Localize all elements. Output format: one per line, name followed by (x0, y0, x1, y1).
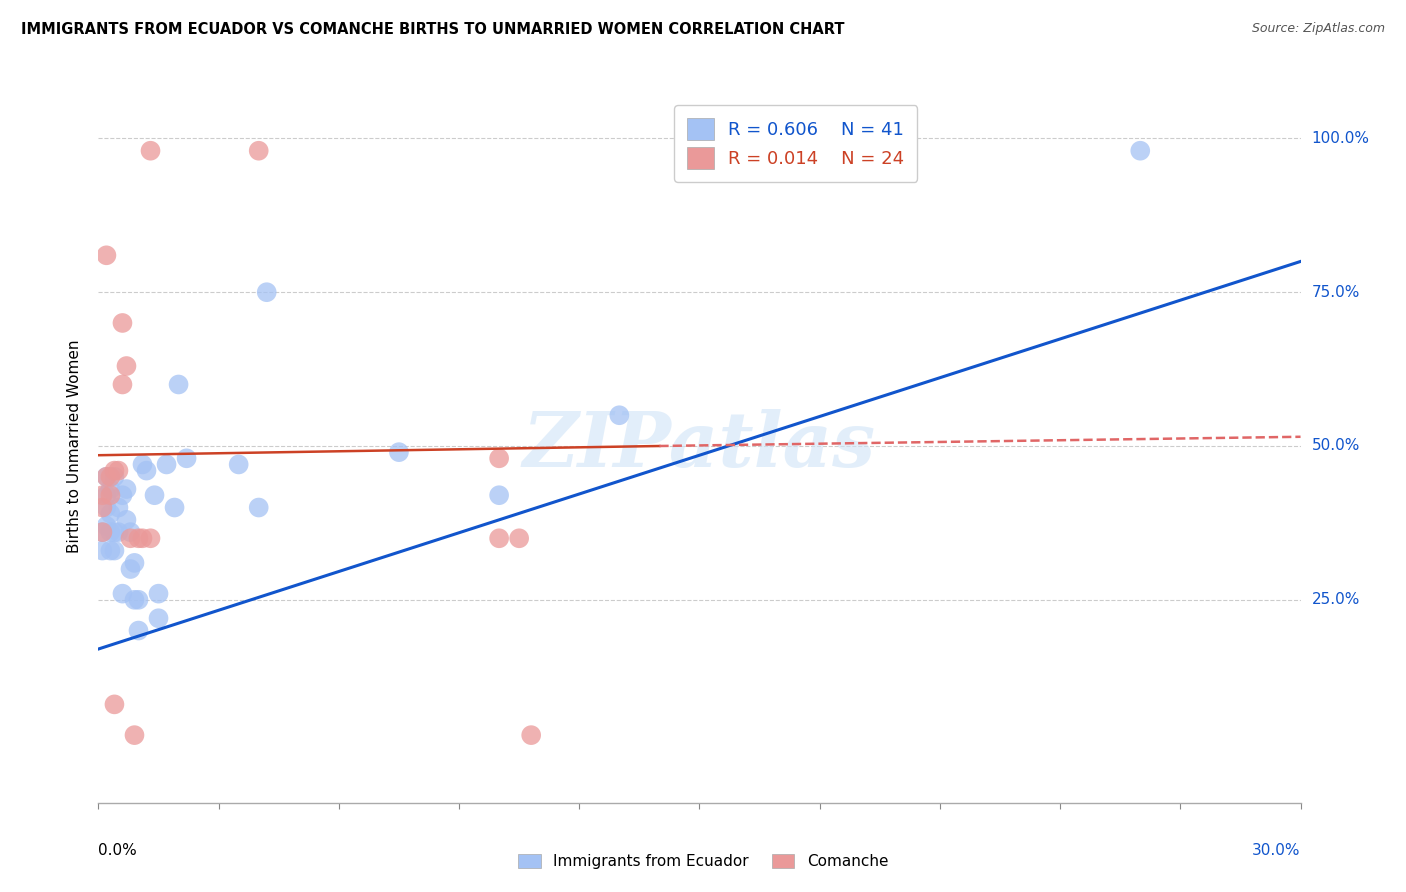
Point (128, 624, 150, 638)
Point (120, 562, 142, 576)
Point (148, 611, 170, 625)
Text: 0.0%: 0.0% (98, 843, 138, 858)
Point (488, 488, 510, 502)
Point (96, 488, 118, 502)
Point (96, 469, 118, 483)
Point (488, 451, 510, 466)
Text: Source: ZipAtlas.com: Source: ZipAtlas.com (1251, 22, 1385, 36)
Point (111, 488, 134, 502)
Point (96, 500, 118, 515)
Point (139, 144, 162, 158)
Point (155, 458, 177, 472)
Point (115, 513, 138, 527)
Point (107, 500, 129, 515)
Point (91, 500, 114, 515)
Point (143, 488, 166, 502)
Point (100, 525, 122, 540)
Point (388, 445, 411, 459)
Point (120, 525, 142, 540)
Point (163, 500, 186, 515)
Point (247, 144, 270, 158)
Point (120, 531, 142, 545)
Point (124, 728, 146, 742)
Point (91, 525, 114, 540)
Text: 75.0%: 75.0% (1312, 285, 1360, 300)
Point (103, 525, 125, 540)
Point (103, 543, 125, 558)
Legend: R = 0.606    N = 41, R = 0.014    N = 24: R = 0.606 N = 41, R = 0.014 N = 24 (675, 105, 917, 182)
Point (256, 285, 278, 300)
Text: ZIPatlas: ZIPatlas (523, 409, 876, 483)
Text: 100.0%: 100.0% (1312, 131, 1369, 146)
Point (228, 458, 250, 472)
Point (131, 458, 153, 472)
Point (111, 316, 134, 330)
Point (115, 359, 138, 373)
Point (107, 525, 129, 540)
Point (103, 469, 125, 483)
Point (124, 556, 146, 570)
Point (488, 531, 510, 545)
Point (100, 507, 122, 521)
Point (107, 464, 129, 478)
Legend: Immigrants from Ecuador, Comanche: Immigrants from Ecuador, Comanche (512, 848, 894, 875)
Point (91, 488, 114, 502)
Text: 50.0%: 50.0% (1312, 439, 1360, 453)
Point (139, 531, 162, 545)
Point (103, 698, 125, 712)
Point (167, 377, 190, 392)
Text: 30.0%: 30.0% (1253, 843, 1301, 858)
Point (520, 728, 543, 742)
Point (131, 531, 153, 545)
Text: 25.0%: 25.0% (1312, 592, 1360, 607)
Point (96, 519, 118, 533)
Point (100, 482, 122, 496)
Point (508, 531, 530, 545)
Point (91, 543, 114, 558)
Point (176, 451, 198, 466)
Y-axis label: Births to Unmarried Women: Births to Unmarried Women (67, 339, 83, 553)
Point (100, 469, 122, 483)
Point (91, 525, 114, 540)
Point (100, 488, 122, 502)
Point (148, 587, 170, 601)
Point (609, 409, 631, 423)
Point (1129, 144, 1152, 158)
Point (115, 482, 138, 496)
Point (111, 587, 134, 601)
Point (103, 464, 125, 478)
Text: IMMIGRANTS FROM ECUADOR VS COMANCHE BIRTHS TO UNMARRIED WOMEN CORRELATION CHART: IMMIGRANTS FROM ECUADOR VS COMANCHE BIRT… (21, 22, 845, 37)
Point (96, 469, 118, 483)
Point (128, 531, 150, 545)
Point (100, 543, 122, 558)
Point (111, 377, 134, 392)
Point (135, 464, 157, 478)
Point (124, 592, 146, 607)
Point (128, 592, 150, 607)
Point (96, 248, 118, 262)
Point (247, 500, 270, 515)
